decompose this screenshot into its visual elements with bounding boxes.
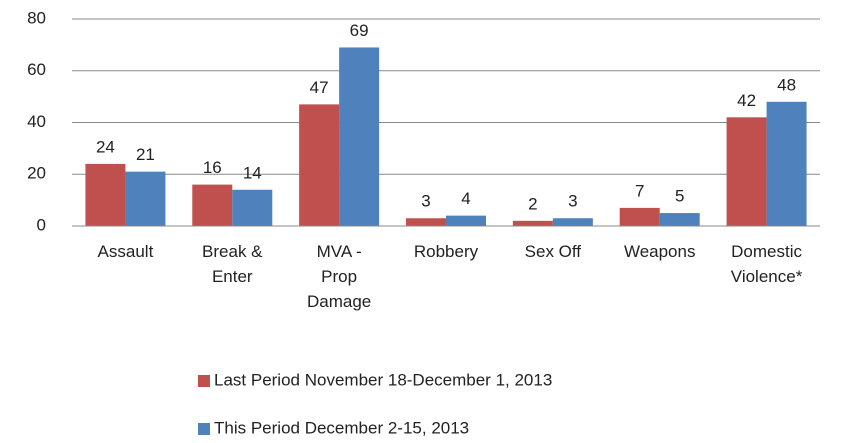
bar xyxy=(766,101,807,226)
x-tick-line: Violence* xyxy=(731,267,803,286)
data-label: 16 xyxy=(203,158,222,177)
x-tick-line: Assault xyxy=(98,242,154,261)
bar xyxy=(512,220,553,226)
bar xyxy=(406,218,446,226)
bar xyxy=(339,47,380,227)
data-label: 48 xyxy=(777,75,796,94)
data-label: 5 xyxy=(675,187,684,206)
x-tick-label: Break & Enter xyxy=(202,242,263,286)
legend-swatch xyxy=(198,423,210,435)
bar xyxy=(659,213,700,226)
data-label: 69 xyxy=(350,21,369,40)
x-tick-line: Prop xyxy=(321,267,357,286)
x-tick-line: Robbery xyxy=(414,242,479,261)
x-tick-label: Weapons xyxy=(624,242,696,261)
y-tick-label: 60 xyxy=(27,60,46,79)
bar xyxy=(446,215,486,226)
bar xyxy=(552,218,593,226)
data-label: 42 xyxy=(737,91,756,110)
y-tick-label: 20 xyxy=(27,164,46,183)
x-tick-line: MVA - xyxy=(317,242,362,261)
x-tick-label: Domestic Violence* xyxy=(731,242,803,286)
data-label: 3 xyxy=(421,192,430,211)
legend-label: This Period December 2-15, 2013 xyxy=(214,418,469,437)
x-tick-label: Sex Off xyxy=(525,242,582,261)
y-tick-label: 0 xyxy=(37,215,46,234)
legend-label: Last Period November 18-December 1, 2013 xyxy=(214,370,552,389)
bar xyxy=(726,117,767,226)
x-tick-line: Domestic xyxy=(731,242,802,261)
x-tick-line: Sex Off xyxy=(525,242,582,261)
legend-swatch xyxy=(198,375,210,387)
data-label: 14 xyxy=(243,163,262,182)
bar xyxy=(299,104,340,226)
x-tick-label: MVA - Prop Damage xyxy=(307,242,371,311)
x-tick-line: Damage xyxy=(307,292,371,311)
data-label: 4 xyxy=(461,189,470,208)
x-tick-label: Assault xyxy=(98,242,154,261)
data-label: 21 xyxy=(136,145,155,164)
bar xyxy=(125,171,166,226)
data-label: 2 xyxy=(528,194,537,213)
data-label: 24 xyxy=(96,137,115,156)
bar xyxy=(85,163,126,226)
y-tick-label: 80 xyxy=(27,8,46,27)
data-label: 7 xyxy=(635,181,644,200)
bar xyxy=(619,207,660,226)
bar xyxy=(192,184,233,226)
x-tick-label: Robbery xyxy=(414,242,479,261)
data-label: 3 xyxy=(568,192,577,211)
x-tick-line: Break & xyxy=(202,242,263,261)
data-label: 47 xyxy=(310,78,329,97)
x-tick-line: Weapons xyxy=(624,242,696,261)
bar xyxy=(232,189,273,226)
y-tick-label: 40 xyxy=(27,112,46,131)
x-tick-line: Enter xyxy=(212,267,253,286)
